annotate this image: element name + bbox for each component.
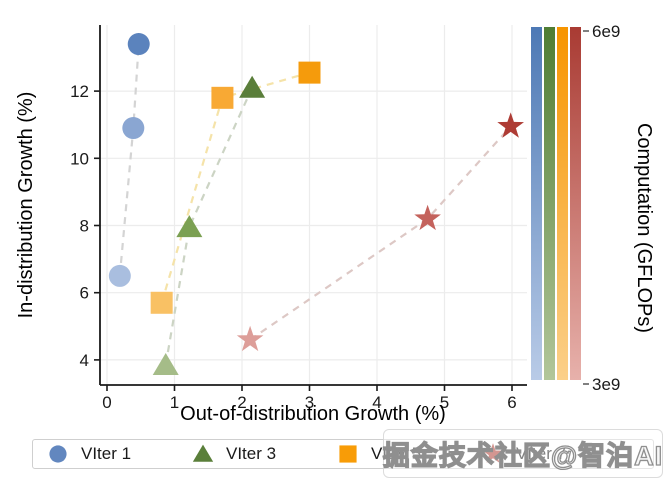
point-viter-5 [150,291,173,314]
point-viter-5 [298,61,321,84]
legend-label: VIter 5 [371,444,422,463]
legend-item-viter-5: VIter 5 [337,443,482,465]
legend-label: VIter 3 [226,444,277,463]
x-tick-label: 2 [237,393,246,412]
y-tick-label: 8 [80,217,89,236]
legend-item-viter-3: VIter 3 [192,443,337,465]
point-viter-3 [239,75,266,98]
circle-icon [49,445,67,463]
point-viter-3 [176,215,203,238]
y-tick-label: 6 [80,284,89,303]
x-tick-label: 6 [507,393,516,412]
legend-item-viter-7: VIter 7 [482,443,627,465]
legend-label: VIter 7 [516,444,567,463]
viter3-bar [544,27,555,380]
colorbar-bottom-tick: 3e9 [592,375,620,394]
point-viter-7 [497,112,524,138]
x-tick-label: 3 [305,393,314,412]
legend-item-viter-1: VIter 1 [47,443,192,465]
y-axis-label: In-distribution Growth (%) [15,92,37,319]
square-icon [339,445,357,463]
series-line-viter-5 [160,71,310,304]
legend: VIter 1 VIter 3 VIter 5 VIter 7 [32,439,654,469]
viter7-bar [570,27,581,380]
legend-marker-triangle [192,444,214,462]
point-viter-1 [127,33,150,56]
x-tick-label: 0 [102,393,111,412]
x-tick-label: 4 [372,393,381,412]
viter1-bar [531,27,542,380]
point-viter-1 [122,117,145,140]
colorbar-top-tick: 6e9 [592,22,620,41]
x-tick-label: 1 [170,393,179,412]
point-viter-7 [414,204,441,231]
y-tick-label: 12 [70,82,89,101]
legend-marker-star [482,443,504,463]
y-tick-label: 4 [80,351,89,370]
colorbar [531,27,589,385]
colorbar-label: Computation (GFLOPs) [633,123,655,333]
legend-marker-circle [49,445,67,463]
series-lines [118,44,512,366]
triangle-icon [192,444,214,462]
x-tick-label: 5 [440,393,449,412]
viter5-bar [557,27,568,380]
series-line-viter-1 [118,44,140,277]
series-line-viter-3 [164,87,254,366]
legend-label: VIter 1 [81,444,132,463]
point-viter-5 [211,86,234,109]
point-viter-7 [236,325,264,352]
point-viter-1 [108,264,131,287]
star-icon [482,443,504,463]
gridlines [100,25,527,385]
y-tick-label: 10 [70,149,89,168]
point-viter-3 [152,352,179,375]
legend-marker-square [339,445,357,463]
series-markers [108,33,524,375]
x-axis-label: Out-of-distribution Growth (%) [180,403,446,425]
